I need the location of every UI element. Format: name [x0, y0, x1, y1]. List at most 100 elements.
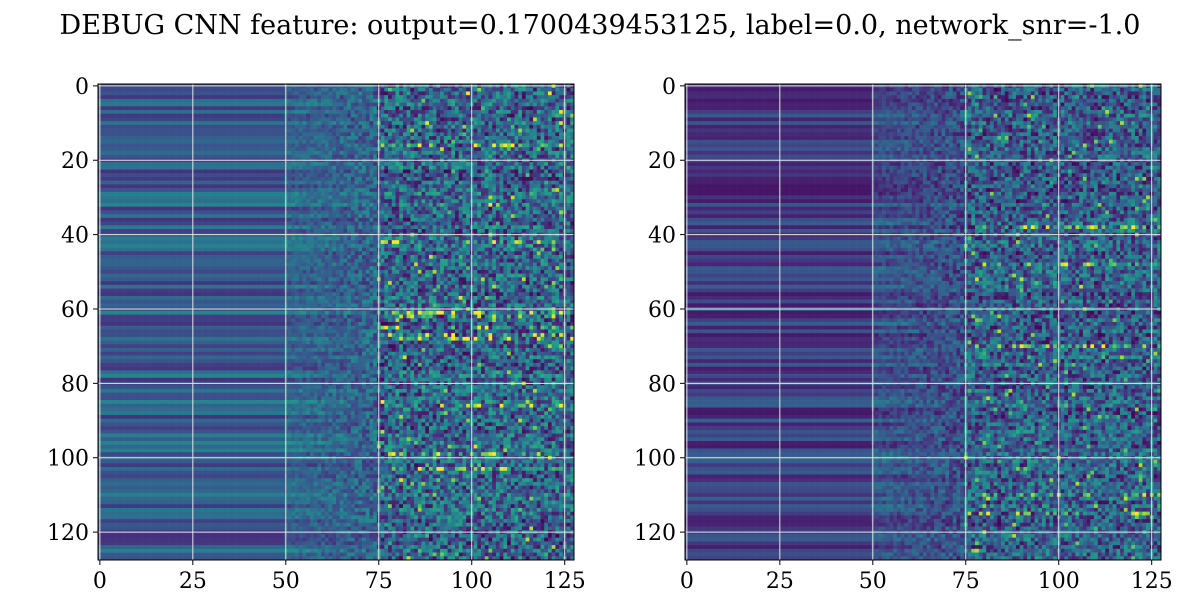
heatmap-cell: [176, 192, 180, 196]
heatmap-cell: [462, 151, 466, 155]
heatmap-cell: [202, 110, 206, 114]
heatmap-cell: [195, 173, 199, 177]
heatmap-cell: [503, 99, 507, 103]
heatmap-cell: [317, 103, 321, 107]
heatmap-cell: [117, 177, 121, 181]
heatmap-cell: [243, 132, 247, 136]
heatmap-cell: [184, 181, 188, 185]
heatmap-cell: [425, 140, 429, 144]
heatmap-cell: [436, 136, 440, 140]
heatmap-cell: [541, 203, 545, 207]
heatmap-cell: [537, 181, 541, 185]
heatmap-cell: [150, 140, 154, 144]
heatmap-cell: [515, 188, 519, 192]
heatmap-cell: [462, 125, 466, 129]
heatmap-cell: [347, 162, 351, 166]
heatmap-cell: [422, 151, 426, 155]
heatmap-cell: [232, 151, 236, 155]
heatmap-cell: [117, 192, 121, 196]
heatmap-cell: [247, 125, 251, 129]
heatmap-cell: [403, 177, 407, 181]
heatmap-cell: [306, 162, 310, 166]
heatmap-cell: [232, 210, 236, 214]
heatmap-cell: [515, 95, 519, 99]
heatmap-cell: [436, 151, 440, 155]
heatmap-cell: [474, 188, 478, 192]
heatmap-cell: [407, 166, 411, 170]
heatmap-cell: [541, 151, 545, 155]
heatmap-cell: [254, 188, 258, 192]
heatmap-cell: [317, 192, 321, 196]
heatmap-cell: [388, 121, 392, 125]
heatmap-cell: [518, 132, 522, 136]
heatmap-cell: [369, 170, 373, 174]
heatmap-cell: [269, 121, 273, 125]
heatmap-cell: [399, 170, 403, 174]
heatmap-cell: [321, 177, 325, 181]
heatmap-cell: [422, 136, 426, 140]
heatmap-cell: [455, 129, 459, 133]
heatmap-cell: [250, 162, 254, 166]
heatmap-cell: [474, 155, 478, 159]
heatmap-cell: [135, 140, 139, 144]
heatmap-cell: [555, 140, 559, 144]
heatmap-cell: [172, 207, 176, 211]
heatmap-cell: [533, 147, 537, 151]
heatmap-cell: [317, 203, 321, 207]
heatmap-cell: [210, 88, 214, 92]
heatmap-cell: [262, 173, 266, 177]
heatmap-cell: [120, 170, 124, 174]
heatmap-cell: [425, 203, 429, 207]
heatmap-cell: [169, 196, 173, 200]
heatmap-cell: [150, 117, 154, 121]
heatmap-cell: [105, 117, 109, 121]
heatmap-cell: [336, 181, 340, 185]
heatmap-cell: [131, 210, 135, 214]
heatmap-cell: [492, 106, 496, 110]
heatmap-cell: [105, 173, 109, 177]
heatmap-cell: [291, 155, 295, 159]
heatmap-cell: [176, 144, 180, 148]
heatmap-cell: [128, 132, 132, 136]
heatmap-cell: [314, 184, 318, 188]
heatmap-cell: [396, 173, 400, 177]
heatmap-cell: [351, 199, 355, 203]
heatmap-cell: [165, 110, 169, 114]
heatmap-cell: [526, 125, 530, 129]
heatmap-cell: [232, 144, 236, 148]
heatmap-cell: [239, 181, 243, 185]
heatmap-cell: [336, 129, 340, 133]
heatmap-cell: [117, 144, 121, 148]
heatmap-cell: [481, 162, 485, 166]
heatmap-cell: [280, 155, 284, 159]
heatmap-cell: [317, 114, 321, 118]
heatmap-cell: [143, 188, 147, 192]
heatmap-cell: [232, 95, 236, 99]
heatmap-cell: [154, 151, 158, 155]
heatmap-cell: [139, 99, 143, 103]
heatmap-cell: [481, 144, 485, 148]
heatmap-cell: [128, 129, 132, 133]
heatmap-cell: [198, 103, 202, 107]
heatmap-cell: [515, 132, 519, 136]
heatmap-cell: [280, 140, 284, 144]
heatmap-cell: [451, 106, 455, 110]
heatmap-cell: [165, 125, 169, 129]
heatmap-cell: [481, 207, 485, 211]
heatmap-cell: [500, 88, 504, 92]
heatmap-cell: [362, 199, 366, 203]
heatmap-cell: [139, 121, 143, 125]
heatmap-cell: [232, 117, 236, 121]
heatmap-cell: [314, 166, 318, 170]
heatmap-cell: [295, 210, 299, 214]
heatmap-cell: [485, 155, 489, 159]
heatmap-cell: [529, 207, 533, 211]
heatmap-cell: [500, 151, 504, 155]
heatmap-cell: [455, 132, 459, 136]
heatmap-cell: [429, 103, 433, 107]
heatmap-cell: [555, 184, 559, 188]
heatmap-cell: [511, 173, 515, 177]
heatmap-cell: [295, 144, 299, 148]
heatmap-cell: [533, 99, 537, 103]
heatmap-cell: [329, 162, 333, 166]
